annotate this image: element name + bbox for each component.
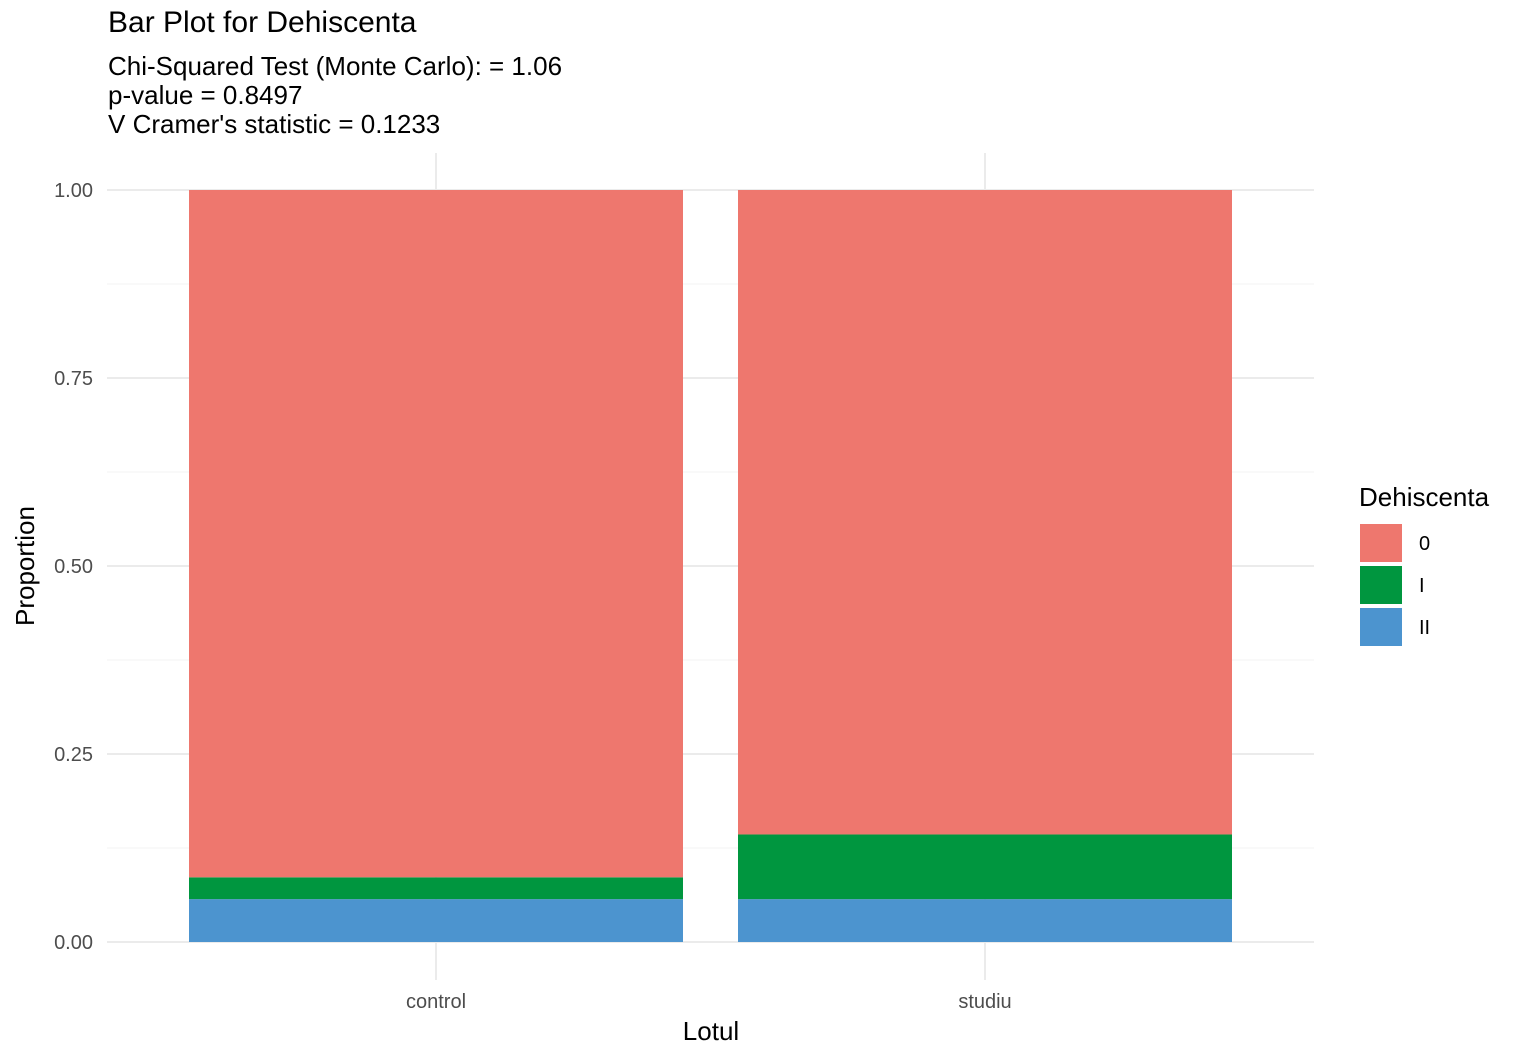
bar-control-0 <box>189 190 683 878</box>
bar-control-I <box>189 877 683 900</box>
legend-swatch-II <box>1360 608 1402 646</box>
legend-title: Dehiscenta <box>1359 482 1490 512</box>
y-tick-label: 1.00 <box>54 180 93 202</box>
x-tick-label: control <box>406 991 466 1013</box>
chart-subtitle-p-value: p-value = 0.8497 <box>108 80 303 110</box>
legend-swatch-0 <box>1360 524 1402 562</box>
y-tick-label: 0.25 <box>54 744 93 766</box>
bar-studiu-0 <box>738 190 1232 835</box>
x-axis-title: Lotul <box>683 1016 739 1046</box>
bar-studiu-II <box>738 899 1232 942</box>
legend-swatch-I <box>1360 566 1402 604</box>
x-tick-label: studiu <box>958 991 1011 1013</box>
chart-subtitle-chi-squared: Chi-Squared Test (Monte Carlo): = 1.06 <box>108 51 563 81</box>
y-axis-title: Proportion <box>10 506 40 626</box>
y-tick-label: 0.00 <box>54 932 93 954</box>
legend-label: 0 <box>1419 533 1430 555</box>
y-tick-label: 0.50 <box>54 556 93 578</box>
legend-label: I <box>1419 575 1425 597</box>
bar-control-II <box>189 899 683 942</box>
bar-studiu-I <box>738 834 1232 900</box>
chart-title: Bar Plot for Dehiscenta <box>108 6 417 39</box>
y-tick-label: 0.75 <box>54 368 93 390</box>
legend-label: II <box>1419 617 1430 639</box>
chart-subtitle-cramers-v: V Cramer's statistic = 0.1233 <box>108 109 441 139</box>
